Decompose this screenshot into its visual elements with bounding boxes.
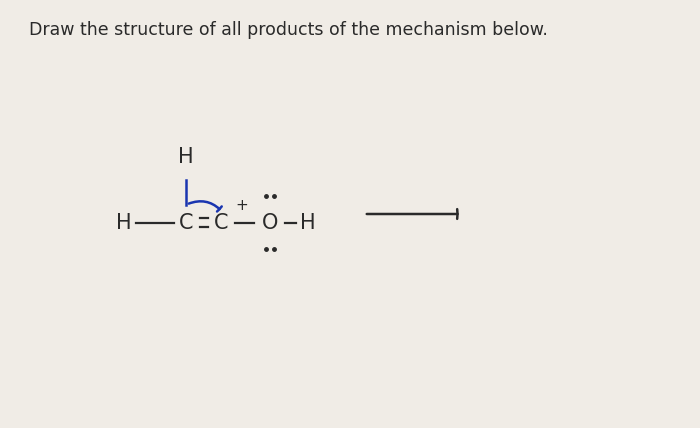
Text: O: O — [262, 213, 278, 232]
Text: Draw the structure of all products of the mechanism below.: Draw the structure of all products of th… — [29, 21, 548, 39]
Text: C: C — [214, 213, 228, 232]
Text: H: H — [178, 147, 194, 166]
Text: H: H — [300, 213, 316, 232]
Text: C: C — [179, 213, 193, 232]
Text: +: + — [236, 198, 248, 213]
Text: H: H — [116, 213, 131, 232]
